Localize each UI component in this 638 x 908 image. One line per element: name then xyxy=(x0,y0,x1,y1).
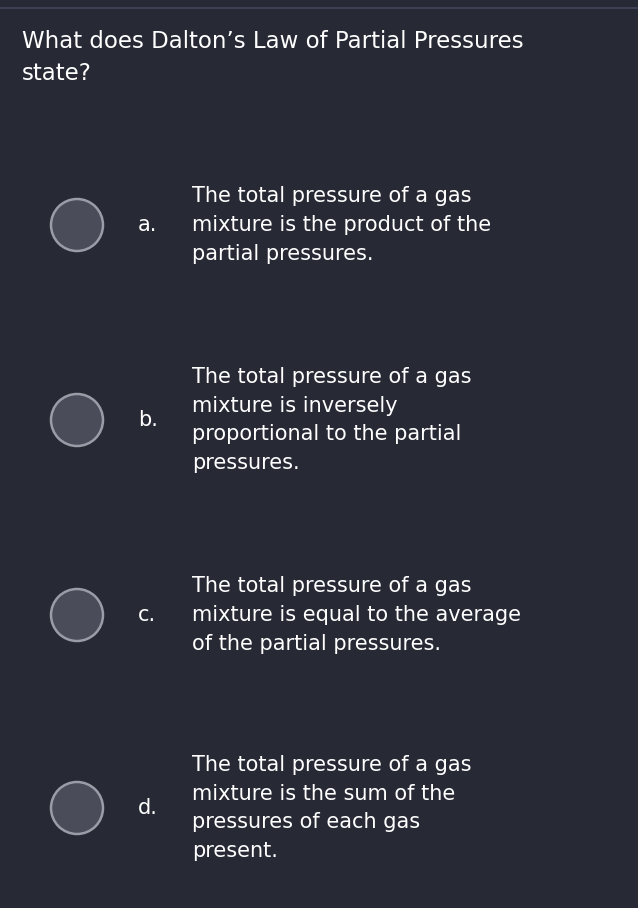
Text: What does Dalton’s Law of Partial Pressures
state?: What does Dalton’s Law of Partial Pressu… xyxy=(22,30,524,85)
Text: The total pressure of a gas
mixture is the sum of the
pressures of each gas
pres: The total pressure of a gas mixture is t… xyxy=(192,755,471,861)
Text: d.: d. xyxy=(138,798,158,818)
Text: b.: b. xyxy=(138,410,158,430)
Text: The total pressure of a gas
mixture is inversely
proportional to the partial
pre: The total pressure of a gas mixture is i… xyxy=(192,367,471,473)
Text: c.: c. xyxy=(138,605,156,625)
Circle shape xyxy=(51,394,103,446)
Circle shape xyxy=(51,782,103,834)
Text: The total pressure of a gas
mixture is equal to the average
of the partial press: The total pressure of a gas mixture is e… xyxy=(192,577,521,654)
Circle shape xyxy=(51,199,103,251)
Circle shape xyxy=(51,589,103,641)
Text: The total pressure of a gas
mixture is the product of the
partial pressures.: The total pressure of a gas mixture is t… xyxy=(192,186,491,264)
Text: a.: a. xyxy=(138,215,158,235)
